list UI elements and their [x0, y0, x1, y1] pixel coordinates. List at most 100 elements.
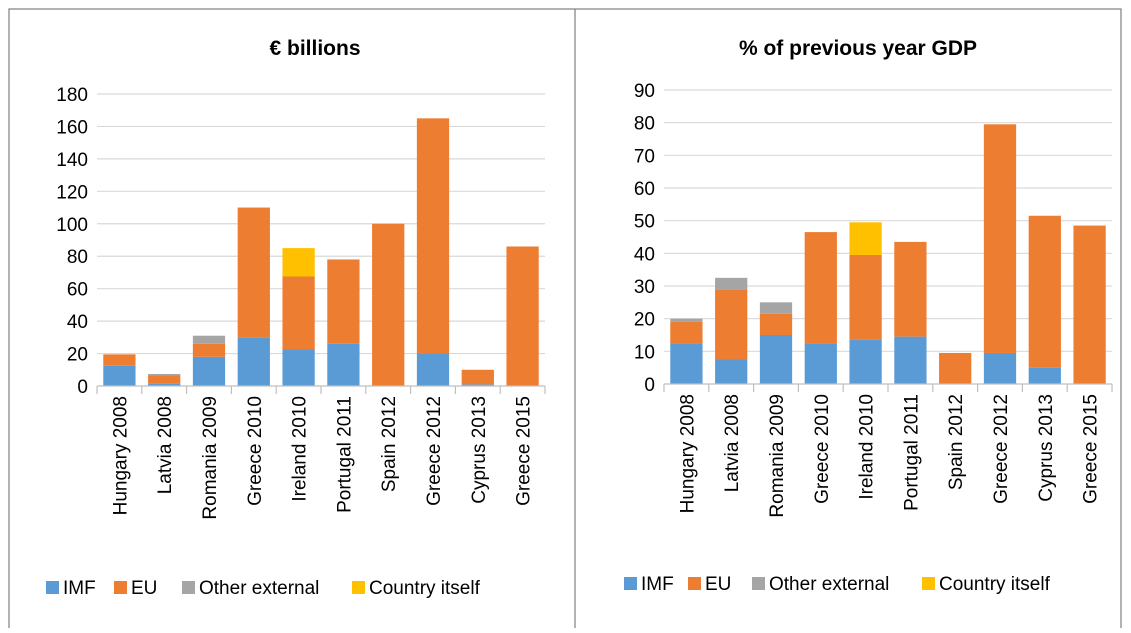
- x-axis: [663, 383, 1113, 392]
- bar-imf: [715, 359, 748, 384]
- bar-imf: [237, 337, 270, 386]
- bar-eu: [282, 276, 315, 350]
- y-tick-label: 60: [634, 179, 655, 200]
- category-labels: Hungary 2008 Latvia 2008 Romania 2009 Greec…: [677, 394, 1101, 518]
- category-label: Greece 2010: [812, 394, 833, 504]
- bar-imf: [461, 384, 494, 386]
- bar-imf: [192, 356, 226, 386]
- bar-eu: [237, 207, 270, 338]
- y-tick-labels: 0 10 20 30 40 50 60 70 80 90: [634, 81, 655, 396]
- y-tick-label: 40: [67, 312, 88, 333]
- bar-eu: [983, 124, 1017, 353]
- category-label: Cyprus 2013: [469, 396, 490, 504]
- bar-eu: [416, 118, 450, 354]
- x-axis: [96, 385, 546, 394]
- bar-eu: [192, 343, 226, 357]
- y-tick-label: 80: [67, 247, 88, 268]
- bar-imf: [148, 383, 181, 386]
- bar-eu: [461, 369, 494, 385]
- y-tick-label: 100: [56, 215, 88, 236]
- legend-swatch-country-itself: [922, 577, 935, 590]
- y-tick-label: 160: [56, 117, 88, 138]
- legend: IMF EU Other external Country itself: [624, 574, 1051, 595]
- y-tick-label: 140: [56, 150, 88, 171]
- y-tick-labels: 0 20 40 60 80 100 120 140 160 180: [56, 85, 88, 398]
- figure-border: [8, 8, 1122, 633]
- chart-percent-gdp: % of previous year GDP 0 10 20 30 40 50 60 70 80…: [624, 37, 1113, 595]
- category-label: Greece 2012: [991, 394, 1012, 504]
- bars: [670, 124, 1106, 384]
- bar-eu: [715, 289, 748, 360]
- legend-label-imf: IMF: [63, 578, 96, 599]
- category-label: Romania 2009: [767, 394, 788, 518]
- y-tick-label: 20: [67, 345, 88, 366]
- y-tick-label: 120: [56, 182, 88, 203]
- bar-eu: [670, 321, 703, 344]
- bar-imf: [327, 343, 360, 386]
- gridlines: [97, 93, 545, 355]
- bar-eu: [894, 241, 927, 337]
- bar-imf: [1028, 367, 1061, 384]
- y-tick-label: 30: [634, 277, 655, 298]
- legend-swatch-imf: [624, 577, 637, 590]
- bar-eu: [506, 246, 539, 386]
- y-tick-label: 40: [634, 244, 655, 265]
- bar-imf: [103, 365, 136, 386]
- bar-eu: [759, 313, 793, 335]
- bar-eu: [372, 223, 405, 386]
- bar-imf: [670, 343, 703, 384]
- legend: IMF EU Other external Country itself: [46, 578, 481, 599]
- y-tick-label: 50: [634, 212, 655, 233]
- bar-eu: [804, 232, 837, 344]
- category-label: Hungary 2008: [110, 396, 131, 515]
- category-label: Greece 2015: [514, 396, 535, 506]
- y-tick-label: 180: [56, 85, 88, 106]
- chart-euro-billions: € billions 0 20 40 60 80 100 120 140 160 180 Hung…: [46, 37, 546, 599]
- category-label: Latvia 2008: [155, 396, 176, 494]
- legend-swatch-other-external: [752, 577, 765, 590]
- bar-imf: [416, 353, 450, 386]
- bar-eu: [148, 375, 181, 384]
- bar-imf: [983, 352, 1017, 384]
- y-tick-label: 20: [634, 310, 655, 331]
- bar-other-external: [715, 277, 748, 290]
- category-label: Cyprus 2013: [1036, 394, 1057, 502]
- legend-swatch-country-itself: [352, 581, 365, 594]
- category-label: Spain 2012: [379, 396, 400, 492]
- bar-other-external: [670, 318, 703, 322]
- legend-label-other-external: Other external: [769, 574, 889, 595]
- category-label: Romania 2009: [200, 396, 221, 520]
- bar-eu: [939, 352, 972, 384]
- legend-label-eu: EU: [131, 578, 157, 599]
- bar-eu: [849, 254, 882, 340]
- legend-label-eu: EU: [705, 574, 731, 595]
- y-tick-label: 80: [634, 114, 655, 135]
- y-tick-label: 10: [634, 342, 655, 363]
- category-label: Greece 2015: [1081, 394, 1102, 504]
- bar-other-external: [148, 373, 181, 376]
- bar-imf: [894, 336, 927, 384]
- y-tick-label: 70: [634, 146, 655, 167]
- category-label: Ireland 2010: [857, 394, 878, 500]
- category-label: Hungary 2008: [677, 394, 698, 513]
- category-label: Latvia 2008: [722, 394, 743, 492]
- legend-swatch-other-external: [182, 581, 195, 594]
- bar-imf: [804, 343, 837, 384]
- legend-swatch-eu: [114, 581, 127, 594]
- bar-eu: [1028, 215, 1061, 368]
- bar-eu: [103, 354, 136, 366]
- bar-other-external: [192, 335, 226, 344]
- legend-label-other-external: Other external: [199, 578, 319, 599]
- bar-other-external: [759, 302, 793, 314]
- category-label: Ireland 2010: [290, 396, 311, 502]
- bar-imf: [849, 339, 882, 384]
- legend-swatch-eu: [688, 577, 701, 590]
- bar-eu: [327, 259, 360, 344]
- chart-title: € billions: [269, 37, 360, 60]
- category-labels: Hungary 2008 Latvia 2008 Romania 2009 Greec…: [110, 396, 534, 520]
- bar-imf: [759, 335, 793, 384]
- bar-imf: [282, 349, 315, 386]
- category-label: Spain 2012: [946, 394, 967, 490]
